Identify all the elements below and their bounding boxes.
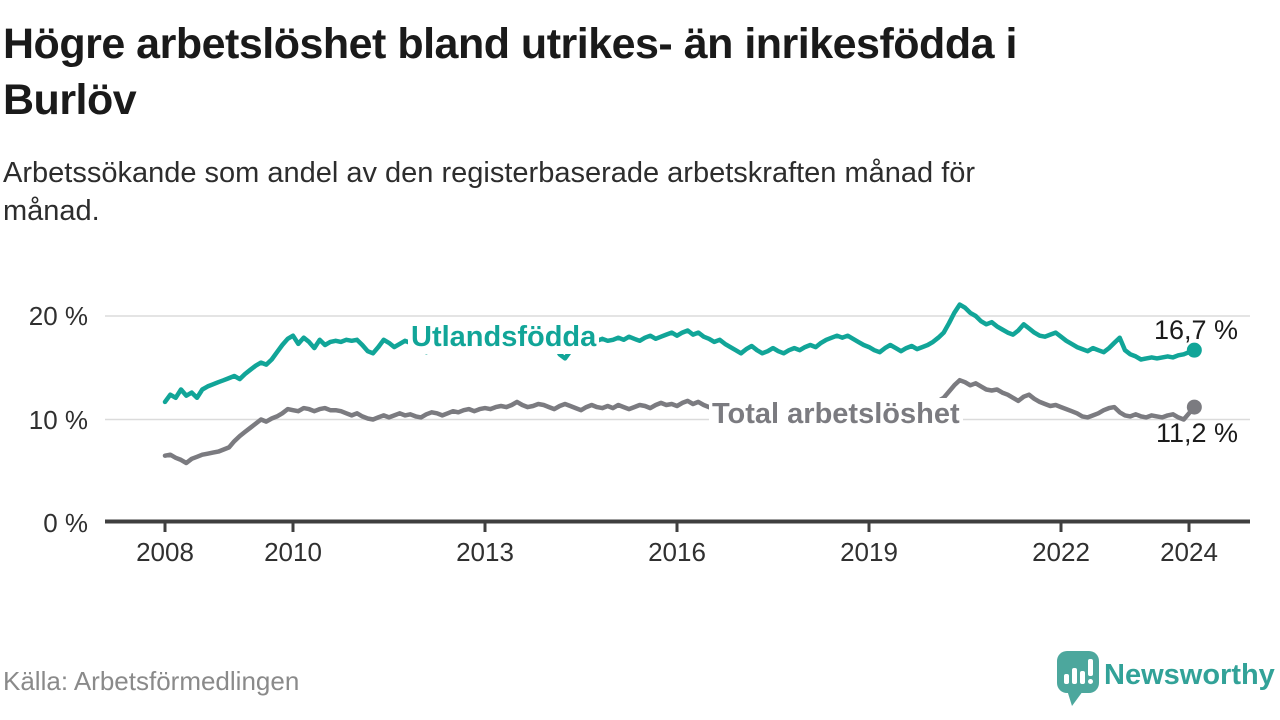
x-tick-label: 2010 [264,537,322,567]
x-tick-label: 2019 [840,537,898,567]
x-axis [105,519,1250,532]
end-value-total-arbetsloshet: 11,2 % [1155,418,1238,448]
y-tick-label: 20 % [28,301,88,331]
newsworthy-wordmark: Newsworthy [1104,659,1275,691]
y-tick-label: 0 % [43,508,88,538]
source-note: Källa: Arbetsförmedlingen [3,666,300,696]
x-tick-label: 2013 [456,537,514,567]
series-end-dot [1186,342,1202,358]
series-line [162,302,1197,405]
series-label-total-arbetsloshet: Total arbetslöshet [709,398,963,431]
gridlines [105,315,1250,421]
chart-subtitle: Arbetssökande som andel av den registerb… [3,157,976,227]
y-tick-label: 10 % [28,404,88,435]
page-title: Högre arbetslöshet bland utrikes- än inr… [3,20,1017,124]
newsworthy-icon [1057,651,1099,706]
newsworthy-logo: Newsworthy [1056,650,1280,710]
x-tick-label: 2024 [1160,537,1218,567]
x-tick-label: 2016 [648,537,706,567]
x-tick-label: 2022 [1032,537,1090,567]
series-end-dot [1186,399,1202,415]
series-label-utlandsfodda: Utlandsfödda [408,321,600,354]
x-tick-label: 2008 [136,537,194,567]
end-value-utlandsfodda: 16,7 % [1153,315,1238,345]
series-lines [162,302,1202,466]
series-line [162,377,1197,466]
